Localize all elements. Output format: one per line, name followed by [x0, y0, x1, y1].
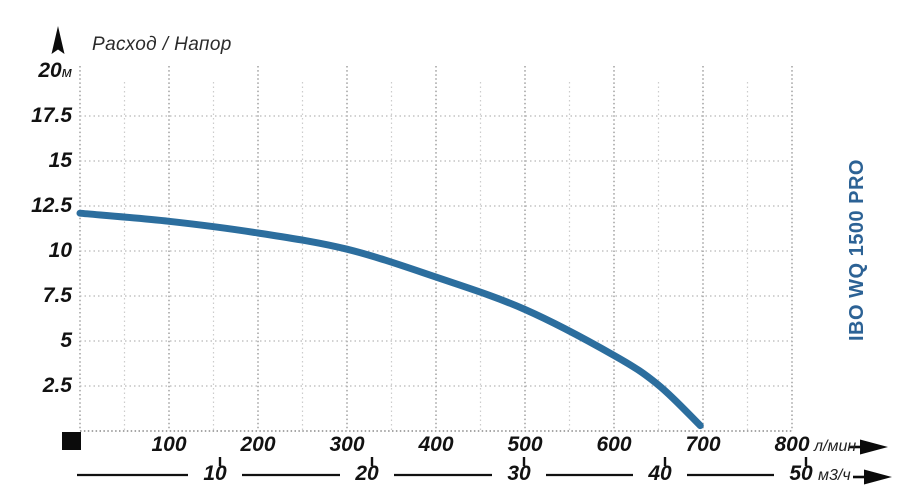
secondary-axis-layer — [77, 457, 808, 477]
y-tick-12-5: 12.5 — [31, 194, 72, 217]
y-tick-20: 20м — [0, 59, 72, 85]
chart-title: Расход / Напор — [92, 34, 232, 55]
y-tick-20-value: 20 — [38, 59, 62, 82]
x2-tick-40: 40 — [648, 462, 672, 485]
x-tick-300: 300 — [329, 433, 365, 456]
x-axis-arrow-icon — [849, 439, 888, 455]
y-axis-arrow-icon — [51, 26, 65, 54]
y-unit-label: м — [61, 64, 72, 81]
x-tick-500: 500 — [507, 433, 543, 456]
x-tick-700: 700 — [685, 433, 721, 456]
y-tick-10: 10 — [48, 239, 72, 262]
grid-layer — [79, 66, 793, 432]
y-tick-15: 15 — [48, 149, 72, 172]
x2-tick-10: 10 — [203, 462, 227, 485]
x-tick-400: 400 — [418, 433, 454, 456]
y-tick-7-5: 7.5 — [42, 284, 72, 307]
x-tick-800: 800 — [774, 433, 810, 456]
x-tick-200: 200 — [240, 433, 276, 456]
y-tick-2-5: 2.5 — [42, 374, 72, 397]
x-tick-100: 100 — [151, 433, 187, 456]
x2-tick-20: 20 — [355, 462, 379, 485]
x2-unit-m3h: м3/ч — [818, 467, 851, 484]
x2-tick-30: 30 — [507, 462, 531, 485]
pump-curve — [76, 209, 704, 430]
x2-tick-50: 50 — [789, 462, 813, 485]
x-unit-lmin: л/мин — [814, 438, 857, 455]
product-model-label: IBO WQ 1500 PRO — [846, 159, 868, 341]
y-tick-5: 5 — [60, 329, 72, 352]
x2-axis-arrow-icon — [853, 469, 892, 485]
origin-marker-square — [62, 432, 81, 450]
y-tick-17-5: 17.5 — [31, 104, 72, 127]
x-tick-600: 600 — [596, 433, 632, 456]
